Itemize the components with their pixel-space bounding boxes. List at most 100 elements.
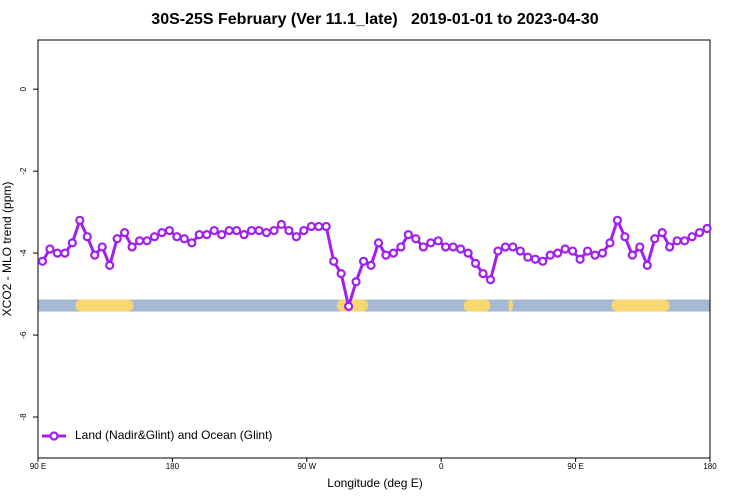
- data-point: [433, 236, 443, 246]
- data-point: [381, 250, 391, 260]
- data-point: [351, 277, 361, 287]
- land-band: [75, 299, 134, 312]
- data-point: [665, 242, 675, 252]
- data-point: [254, 225, 264, 236]
- data-point: [366, 260, 376, 270]
- data-point: [172, 232, 182, 242]
- data-point: [134, 236, 145, 246]
- ocean-band: [38, 299, 710, 312]
- x-tick-label: 180: [703, 462, 717, 471]
- data-point: [441, 242, 451, 252]
- legend-label: Land (Nadir&Glint) and Ocean (Glint): [75, 428, 272, 442]
- data-point: [396, 242, 406, 252]
- data-point: [321, 221, 331, 232]
- data-point: [127, 242, 137, 252]
- data-point: [642, 260, 652, 270]
- data-point: [373, 238, 384, 248]
- data-point: [530, 254, 540, 264]
- data-point: [142, 236, 152, 246]
- data-point: [306, 221, 316, 232]
- land-band: [508, 299, 513, 312]
- data-point: [239, 230, 249, 240]
- data-point: [620, 232, 630, 242]
- data-point: [403, 230, 413, 240]
- data-point: [291, 232, 301, 242]
- data-point: [284, 225, 294, 236]
- data-point: [97, 242, 107, 252]
- data-point: [612, 215, 623, 225]
- data-point: [224, 225, 234, 236]
- data-point: [187, 238, 197, 248]
- data-point: [179, 234, 189, 244]
- data-point: [149, 232, 160, 242]
- data-point: [538, 256, 548, 266]
- data-point: [202, 230, 212, 240]
- data-point: [344, 301, 354, 311]
- data-point: [627, 250, 637, 260]
- data-point: [560, 244, 570, 254]
- y-tick-label: -8: [19, 413, 28, 421]
- data-point: [672, 236, 682, 246]
- data-point: [164, 225, 175, 236]
- data-point: [702, 223, 712, 234]
- data-point: [582, 246, 593, 256]
- chart-title: 30S-25S February (Ver 11.1_late) 2019-01…: [151, 11, 598, 28]
- data-point: [456, 244, 466, 254]
- data-point: [597, 248, 608, 258]
- data-point: [120, 228, 130, 238]
- data-point: [217, 230, 227, 240]
- y-tick-label: -4: [19, 249, 28, 257]
- data-point: [568, 246, 578, 256]
- data-point: [418, 242, 428, 252]
- data-point: [478, 268, 488, 279]
- data-point: [680, 236, 690, 246]
- data-point: [500, 242, 511, 252]
- data-point: [299, 225, 309, 236]
- legend-marker: [49, 431, 59, 441]
- data-point: [448, 242, 458, 252]
- data-point: [553, 248, 563, 258]
- x-tick-label: 90 E: [30, 462, 46, 471]
- data-point: [508, 242, 518, 252]
- data-point: [209, 225, 219, 236]
- data-point: [232, 225, 242, 236]
- data-point: [75, 215, 85, 225]
- data-point: [112, 234, 122, 244]
- data-point: [485, 275, 496, 285]
- y-tick-label: 0: [19, 86, 28, 91]
- data-point: [575, 254, 585, 264]
- data-point: [52, 248, 63, 258]
- data-point: [470, 258, 481, 268]
- data-point: [45, 244, 55, 254]
- x-tick-label: 0: [439, 462, 444, 471]
- data-point: [261, 228, 272, 238]
- x-tick-label: 90 E: [567, 462, 583, 471]
- data-point: [545, 250, 555, 260]
- y-axis-label: XCO2 - MLO trend (ppm): [0, 182, 14, 317]
- data-point: [276, 219, 287, 230]
- data-point: [650, 234, 660, 244]
- data-point: [590, 250, 600, 260]
- data-point: [194, 230, 204, 240]
- data-point: [60, 248, 70, 258]
- x-tick-label: 90 W: [297, 462, 316, 471]
- data-point: [635, 242, 645, 252]
- data-point: [463, 248, 473, 258]
- data-point: [687, 232, 697, 242]
- x-tick-label: 180: [166, 462, 180, 471]
- data-point: [82, 232, 92, 242]
- data-point: [67, 238, 77, 248]
- land-band: [463, 299, 491, 312]
- data-point: [493, 246, 503, 256]
- data-point: [388, 248, 399, 258]
- data-point: [657, 228, 667, 238]
- plot-frame: [37, 39, 711, 459]
- data-point: [426, 238, 436, 248]
- data-point: [411, 234, 421, 244]
- data-point: [329, 256, 339, 266]
- data-point: [105, 260, 115, 270]
- data-point: [37, 256, 48, 266]
- y-tick-label: -6: [19, 331, 28, 339]
- data-point: [694, 228, 705, 238]
